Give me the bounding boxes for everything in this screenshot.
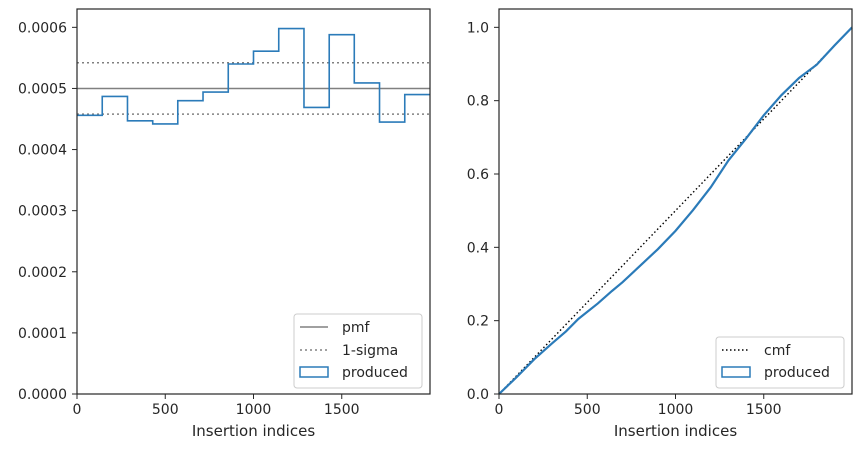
plot-frame: [76, 8, 431, 395]
x-tick-label: 1000: [236, 402, 272, 418]
legend-sigma-label: 1-sigma: [342, 343, 398, 359]
subplot-cmf: 0 500 1000 1500 0.0 0.2 0.4 0.6 0.8 1.0 Insertion …: [467, 8, 853, 440]
y-tick-label: 0.0002: [18, 265, 67, 281]
x-tick-label: 500: [152, 402, 179, 418]
x-tick-label: 500: [574, 402, 601, 418]
y-tick-label: 0.0: [467, 387, 489, 403]
x-tick-label: 1500: [746, 402, 782, 418]
legend-cmf-label: cmf: [764, 343, 791, 359]
produced-cumulative-series: [498, 26, 853, 395]
subplot-pmf: 0 500 1000 1500 0.0000 0.0001 0.0002 0.0003 0.00…: [18, 8, 431, 440]
y-tick-label: 0.4: [467, 240, 489, 256]
y-tick-label: 0.0006: [18, 20, 67, 36]
legend: pmf 1-sigma produced: [293, 313, 423, 389]
y-tick-label: 0.0000: [18, 387, 67, 403]
legend-produced-swatch: [721, 366, 751, 378]
legend: cmf produced: [715, 336, 845, 389]
y-tick-label: 1.0: [467, 20, 489, 36]
plot-frame: [498, 8, 853, 395]
legend-box: [293, 313, 423, 389]
y-tick-label: 0.2: [467, 314, 489, 330]
x-axis-label: Insertion indices: [192, 422, 315, 440]
y-tick-label: 0.0003: [18, 204, 67, 220]
x-tick-label: 0: [73, 402, 82, 418]
produced-step-series: [77, 27, 430, 125]
legend-box: [715, 336, 845, 389]
x-tick-label: 0: [495, 402, 504, 418]
y-tick-label: 0.8: [467, 94, 489, 110]
x-tick-label: 1500: [324, 402, 360, 418]
x-axis-label: Insertion indices: [614, 422, 737, 440]
y-tick-label: 0.6: [467, 167, 489, 183]
legend-produced-label: produced: [342, 365, 408, 381]
legend-produced-label: produced: [764, 365, 830, 381]
x-tick-label: 1000: [658, 402, 694, 418]
y-tick-label: 0.0004: [18, 143, 67, 159]
y-tick-label: 0.0005: [18, 81, 67, 97]
y-tick-label: 0.0001: [18, 326, 67, 342]
legend-produced-swatch: [299, 366, 329, 378]
cmf-line: [498, 26, 853, 395]
legend-pmf-label: pmf: [342, 320, 371, 336]
